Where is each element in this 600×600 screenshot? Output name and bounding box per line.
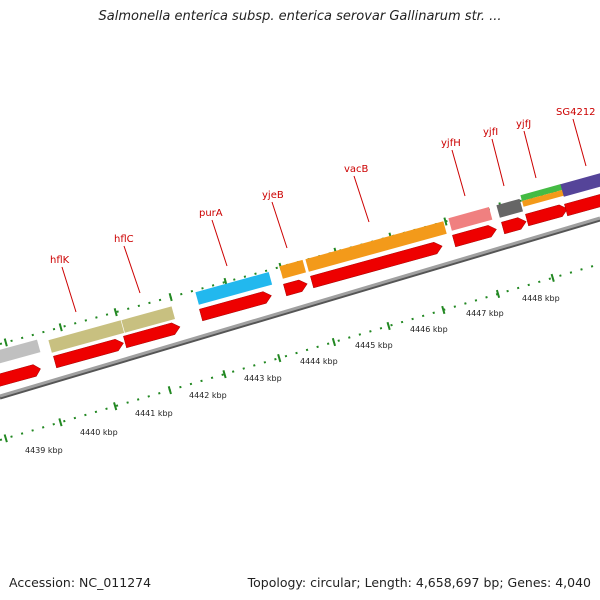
major-tick bbox=[550, 273, 555, 282]
leader-SG4212 bbox=[572, 118, 587, 167]
backbone bbox=[0, 216, 600, 398]
accession-text: Accession: NC_011274 bbox=[9, 575, 152, 590]
topology-text: Topology: circular; Length: 4,658,697 bp… bbox=[247, 575, 591, 590]
major-tick bbox=[386, 321, 391, 331]
major-tick bbox=[113, 308, 118, 317]
gene-box-purA bbox=[195, 272, 273, 305]
major-tick bbox=[3, 338, 8, 347]
gene-label-yjfI: yjfI bbox=[483, 127, 498, 138]
kbp-label: 4440 kbp bbox=[80, 428, 118, 437]
cds-arrow bbox=[199, 291, 272, 322]
inner-major-ticks bbox=[3, 273, 555, 443]
major-tick bbox=[222, 370, 227, 379]
cds-arrow bbox=[53, 338, 124, 369]
gene-label-purA: purA bbox=[199, 208, 223, 219]
gene-box-yjeB bbox=[279, 259, 306, 279]
major-tick bbox=[495, 289, 501, 299]
kbp-label: 4439 kbp bbox=[25, 446, 63, 455]
gene-box-yjfI bbox=[496, 198, 523, 218]
gene-label-hflC: hflC bbox=[114, 234, 134, 245]
gene-label-yjeB: yjeB bbox=[262, 190, 284, 201]
cds-arrow bbox=[564, 193, 600, 217]
major-tick bbox=[168, 292, 173, 302]
kbp-label: 4445 kbp bbox=[355, 341, 393, 350]
gene-labels: hflK hflC purA yjeB vacB yjfH yjfI yjfJ … bbox=[50, 107, 596, 313]
gene-label-yjfH: yjfH bbox=[441, 138, 461, 149]
gene-label-SG4212: SG4212 bbox=[556, 107, 596, 118]
major-tick bbox=[58, 323, 63, 332]
cds-arrow bbox=[501, 217, 527, 235]
kbp-label: 4443 kbp bbox=[244, 374, 282, 383]
cds-arrow bbox=[310, 241, 443, 289]
leader-yjfH bbox=[451, 149, 466, 197]
major-tick bbox=[167, 386, 172, 395]
gene-box-hflC bbox=[121, 306, 175, 333]
leader-hflK bbox=[61, 266, 77, 313]
feature-track bbox=[0, 170, 600, 366]
cds-arrow bbox=[452, 225, 497, 248]
gene-label-hflK: hflK bbox=[50, 255, 70, 266]
map-title: Salmonella enterica subsp. enterica sero… bbox=[98, 9, 502, 24]
kbp-labels: 4439 kbp 4440 kbp 4441 kbp 4442 kbp 4443… bbox=[25, 294, 560, 455]
gene-box-yjfJ-green bbox=[520, 184, 563, 201]
cds-arrow bbox=[123, 322, 181, 349]
cds-arrow bbox=[525, 204, 568, 227]
kbp-label: 4441 kbp bbox=[135, 409, 173, 418]
leader-yjfJ bbox=[523, 130, 537, 179]
major-tick bbox=[443, 217, 448, 226]
major-tick bbox=[113, 402, 118, 411]
major-tick bbox=[58, 418, 63, 427]
leader-yjfI bbox=[491, 138, 505, 187]
kbp-label: 4446 kbp bbox=[410, 325, 448, 334]
kbp-label: 4442 kbp bbox=[189, 391, 227, 400]
leader-vacB bbox=[353, 175, 370, 223]
major-tick bbox=[3, 434, 8, 443]
leader-yjeB bbox=[271, 201, 288, 249]
leader-hflC bbox=[123, 245, 141, 294]
kbp-label: 4447 kbp bbox=[466, 309, 504, 318]
gene-label-vacB: vacB bbox=[344, 164, 369, 175]
gene-box-grey bbox=[0, 339, 41, 366]
cds-arrow bbox=[0, 364, 41, 389]
cds-arrow bbox=[283, 279, 308, 297]
gene-label-yjfJ: yjfJ bbox=[516, 119, 531, 130]
kbp-label: 4444 kbp bbox=[300, 357, 338, 366]
backbone-shadow bbox=[0, 218, 600, 400]
major-tick bbox=[277, 353, 282, 363]
cds-track bbox=[0, 193, 600, 389]
leader-purA bbox=[211, 219, 228, 267]
major-tick bbox=[331, 337, 337, 347]
gene-box-vacB bbox=[305, 221, 447, 272]
gene-box-yjfH bbox=[448, 207, 493, 231]
gene-box-SG4212 bbox=[560, 170, 600, 197]
major-tick bbox=[441, 305, 446, 315]
gene-box-yjfJ-orange bbox=[522, 189, 565, 207]
kbp-label: 4448 kbp bbox=[522, 294, 560, 303]
gene-box-hflK bbox=[48, 320, 125, 353]
